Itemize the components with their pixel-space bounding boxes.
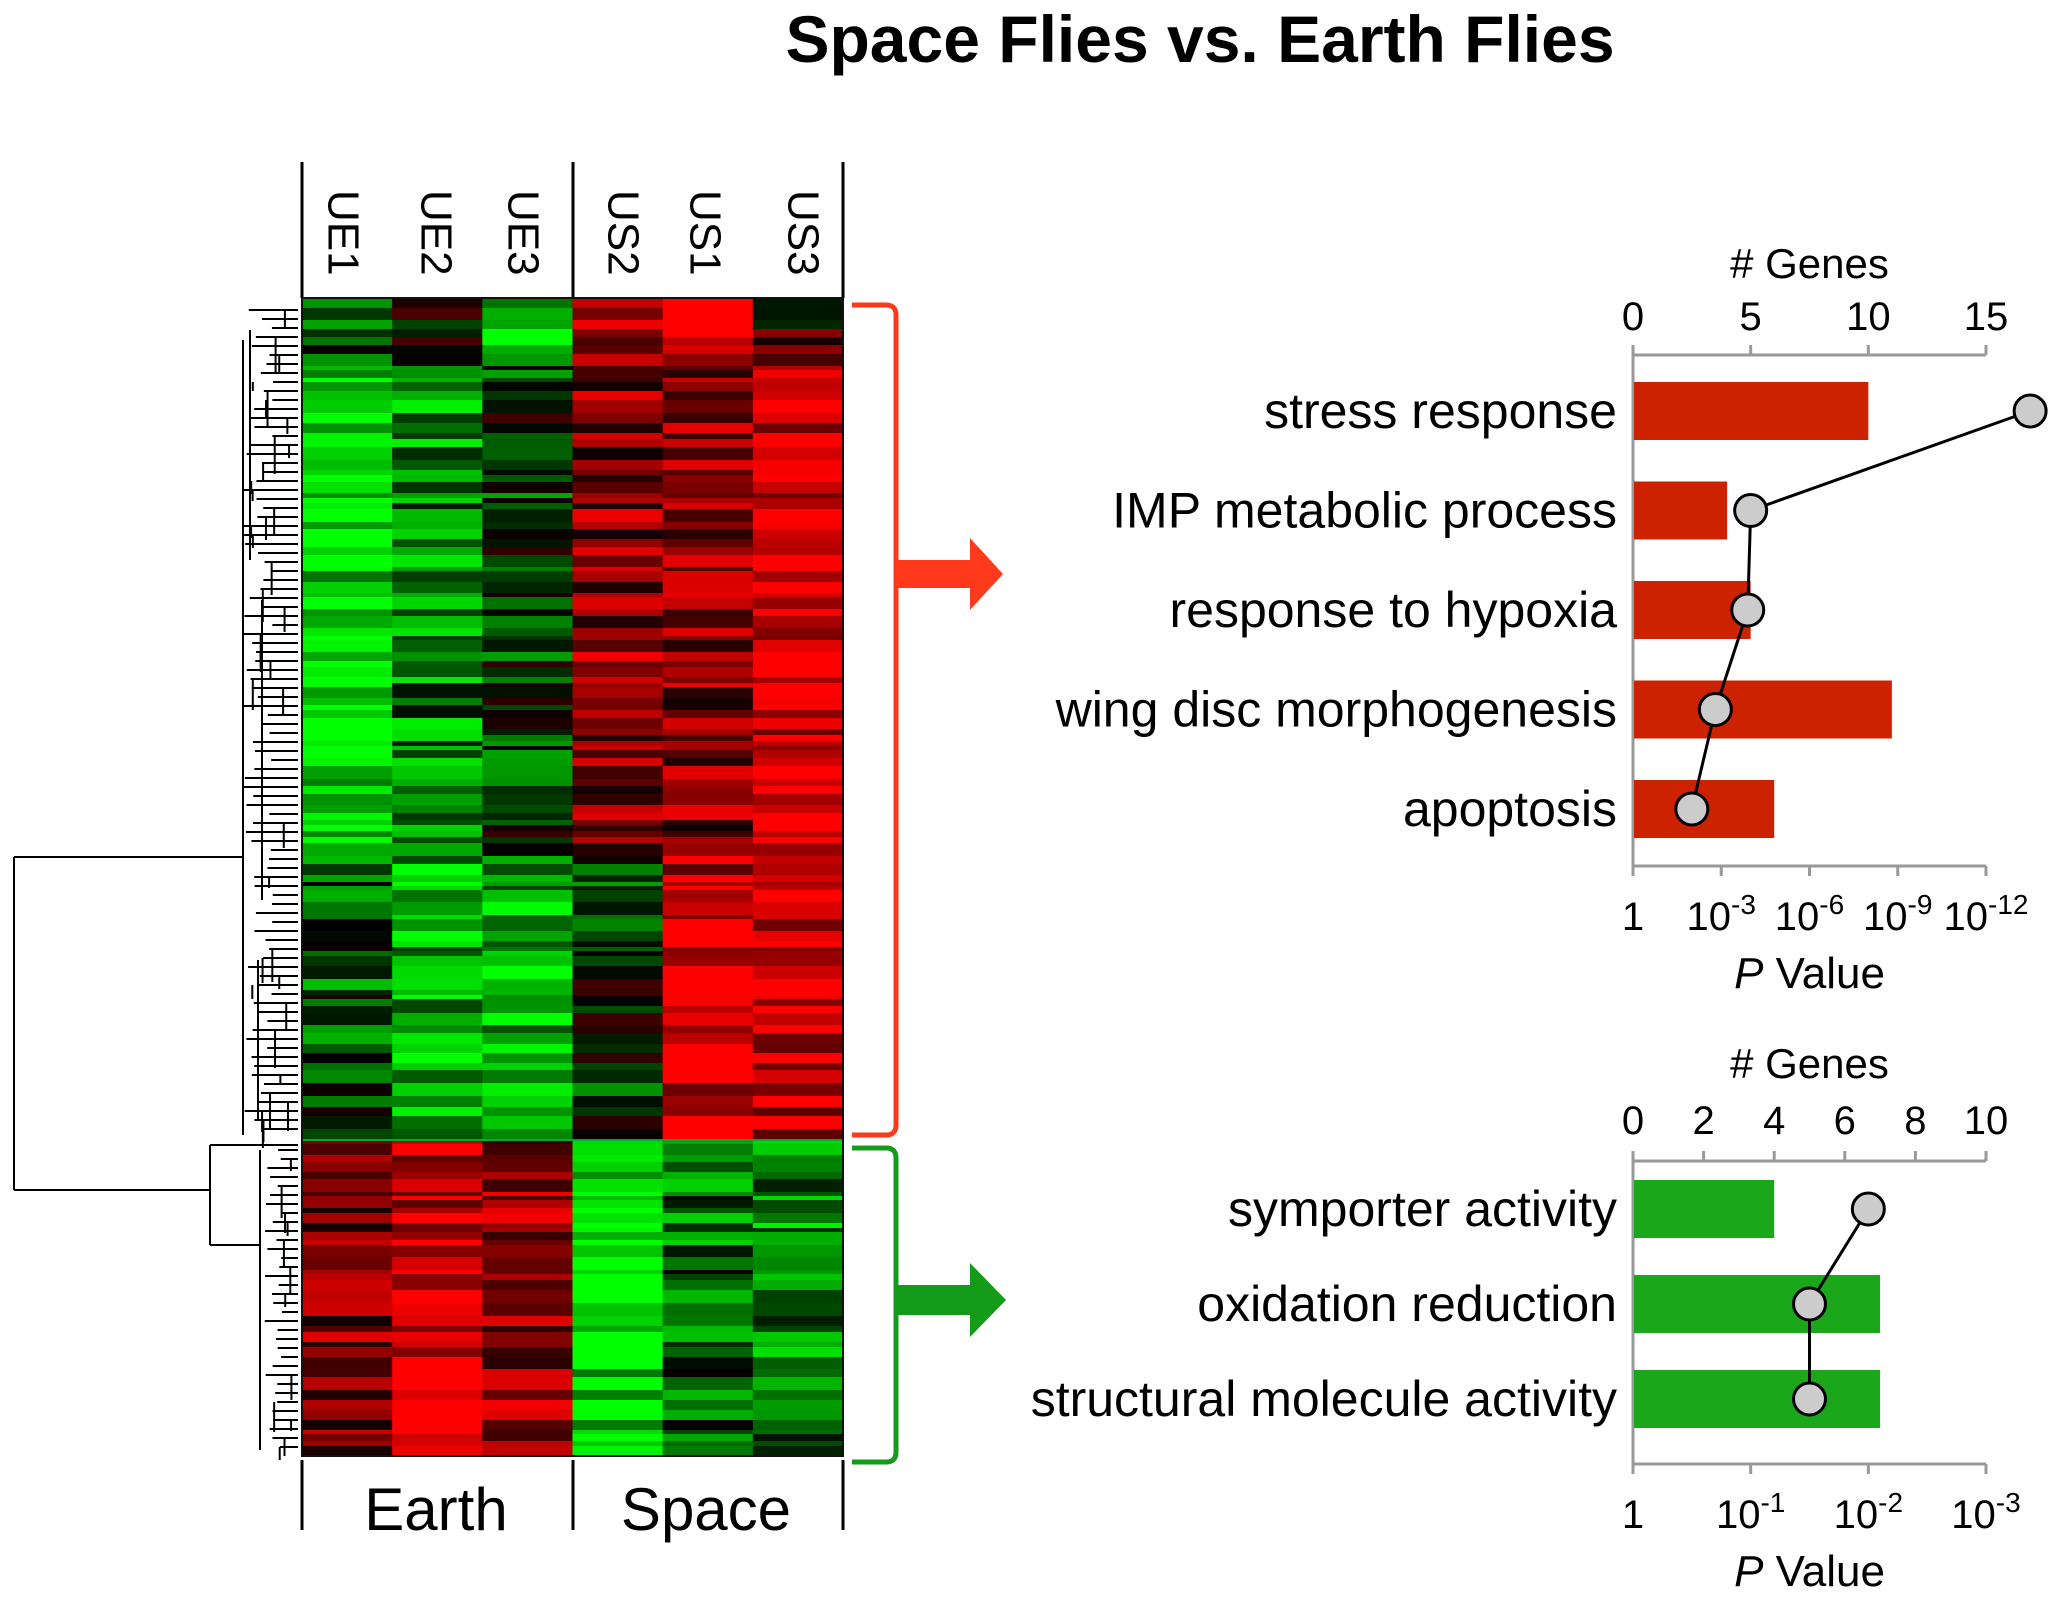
p-value-marker xyxy=(2012,393,2048,429)
group-label-frame xyxy=(300,1460,845,1530)
category-label: symporter activity xyxy=(1228,1181,1617,1237)
top-axis-tick-label: 0 xyxy=(1622,295,1644,339)
top-axis-label: # Genes xyxy=(1730,240,1889,287)
category-label: apoptosis xyxy=(1403,781,1617,837)
top-axis-tick-label: 4 xyxy=(1763,1099,1785,1143)
column-label-ue3: UE3 xyxy=(498,190,547,276)
bottom-axis-tick-label: 1 xyxy=(1622,895,1644,939)
column-labels: UE1 UE2 UE3 US2 US1 US3 xyxy=(318,190,827,276)
top-axis-tick-label: 0 xyxy=(1622,1099,1644,1143)
figure-title: Space Flies vs. Earth Flies xyxy=(785,2,1614,76)
bottom-axis-tick-label: 10-2 xyxy=(1834,1487,1903,1537)
category-label: IMP metabolic process xyxy=(1112,483,1617,539)
p-value-marker xyxy=(1697,692,1733,727)
top-axis-tick-label: 2 xyxy=(1692,1099,1714,1143)
green-cluster-arrow xyxy=(896,1263,1006,1337)
category-label: response to hypoxia xyxy=(1169,582,1617,638)
enrichment-chart-red: 0 5 10 15 # Genes 1 10-3 10-6 10-9 10-12 P Value st… xyxy=(1055,240,2048,998)
top-axis-tick-label: 8 xyxy=(1904,1099,1926,1143)
p-value-marker xyxy=(1792,1381,1827,1417)
gene-count-bar xyxy=(1634,1370,1881,1428)
category-label: oxidation reduction xyxy=(1197,1276,1617,1332)
bottom-axis-label: P Value xyxy=(1734,949,1885,998)
expression-heatmap xyxy=(302,298,844,1457)
gene-count-bar xyxy=(1634,1180,1775,1238)
gene-count-bar xyxy=(1634,1275,1881,1333)
top-axis-tick-label: 10 xyxy=(1964,1099,2009,1143)
bottom-axis-tick-label: 10-3 xyxy=(1687,889,1756,939)
category-label: structural molecule activity xyxy=(1031,1371,1617,1427)
column-label-ue1: UE1 xyxy=(318,190,367,276)
bottom-axis-tick-label: 10-1 xyxy=(1716,1487,1785,1537)
column-header-frame xyxy=(300,162,845,298)
group-label-space: Space xyxy=(621,1476,791,1543)
p-value-marker xyxy=(1850,1191,1886,1227)
bottom-axis-tick-label: 10-9 xyxy=(1863,889,1932,939)
category-label: stress response xyxy=(1264,383,1617,439)
top-axis-tick-label: 15 xyxy=(1964,295,2009,339)
column-label-us2: US2 xyxy=(598,190,647,276)
p-value-marker xyxy=(1792,1286,1827,1322)
p-value-marker xyxy=(1730,592,1766,628)
bottom-axis-tick-label: 1 xyxy=(1622,1493,1644,1537)
gene-count-bar xyxy=(1634,680,1892,739)
bottom-axis-tick-label: 10-12 xyxy=(1944,889,2029,939)
p-value-marker xyxy=(1733,493,1769,528)
bottom-axis-label: P Value xyxy=(1734,1547,1885,1593)
column-label-us3: US3 xyxy=(778,190,827,276)
row-dendrogram xyxy=(13,309,298,1460)
bottom-axis-tick-label: 10-6 xyxy=(1775,889,1844,939)
green-cluster-bracket xyxy=(852,1145,899,1465)
category-label: wing disc morphogenesis xyxy=(1055,682,1617,738)
bottom-axis-tick-label: 10-3 xyxy=(1951,1487,2020,1537)
top-axis-tick-label: 10 xyxy=(1846,295,1891,339)
red-cluster-arrow xyxy=(896,538,1003,610)
gene-count-bar xyxy=(1634,382,1869,440)
top-axis-tick-label: 5 xyxy=(1740,295,1762,339)
column-label-ue2: UE2 xyxy=(411,190,460,276)
p-value-marker xyxy=(1674,791,1710,827)
group-label-earth: Earth xyxy=(364,1476,507,1543)
top-axis-tick-label: 6 xyxy=(1834,1099,1856,1143)
red-cluster-bracket xyxy=(852,302,899,1138)
enrichment-chart-green: 0 2 4 6 8 10 # Genes 1 10-1 10-2 10-3 P Value sympor… xyxy=(1031,1040,2021,1596)
top-axis-label: # Genes xyxy=(1730,1040,1889,1087)
heatmap-border xyxy=(301,297,844,1457)
gene-count-bar xyxy=(1634,481,1728,540)
column-label-us1: US1 xyxy=(680,190,729,276)
